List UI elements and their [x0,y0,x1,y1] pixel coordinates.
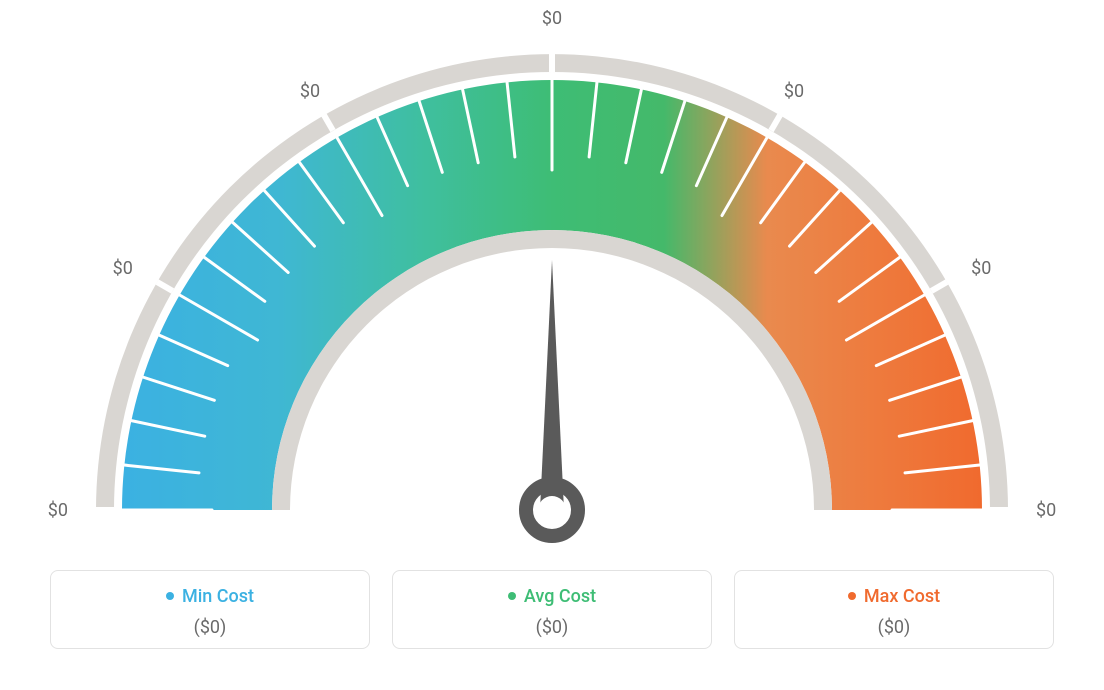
legend-dot-min [166,592,174,600]
svg-text:$0: $0 [784,81,804,102]
legend-value-avg: ($0) [403,617,701,638]
legend-text-min: Min Cost [182,586,254,607]
legend-row: Min Cost ($0) Avg Cost ($0) Max Cost ($0… [0,570,1104,649]
legend-card-max: Max Cost ($0) [734,570,1054,649]
legend-text-max: Max Cost [864,586,940,607]
legend-text-avg: Avg Cost [524,586,596,607]
gauge-canvas: $0 $0 $0 $0 $0 $0 $0 [0,10,1104,570]
svg-text:$0: $0 [113,258,133,279]
svg-text:$0: $0 [300,81,320,102]
legend-value-max: ($0) [745,617,1043,638]
svg-text:$0: $0 [971,258,991,279]
legend-value-min: ($0) [61,617,359,638]
legend-dot-avg [508,592,516,600]
legend-label-avg: Avg Cost [508,586,596,607]
svg-text:$0: $0 [542,10,562,29]
legend-label-min: Min Cost [166,586,254,607]
svg-text:$0: $0 [48,500,68,521]
legend-dot-max [848,592,856,600]
cost-gauge-chart: $0 $0 $0 $0 $0 $0 $0 Min Cost ($0) Avg Cost ($… [0,0,1104,690]
svg-text:$0: $0 [1036,500,1056,521]
legend-label-max: Max Cost [848,586,940,607]
gauge-svg: $0 $0 $0 $0 $0 $0 $0 [0,10,1104,570]
legend-card-min: Min Cost ($0) [50,570,370,649]
legend-card-avg: Avg Cost ($0) [392,570,712,649]
